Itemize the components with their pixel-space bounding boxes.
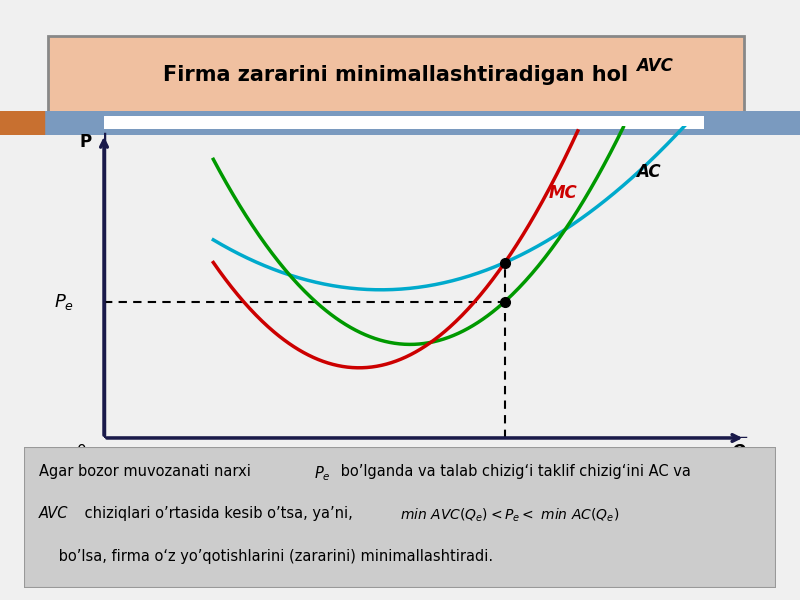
Text: AC: AC [636,163,661,181]
Text: $P_e$: $P_e$ [54,292,74,311]
Text: Agar bozor muvozanati narxi: Agar bozor muvozanati narxi [39,464,260,479]
Text: bo’lganda va talab chizig‘i taklif chizig‘ini AC va: bo’lganda va talab chizig‘i taklif chizi… [336,464,691,479]
Bar [0,111,44,135]
Text: MC: MC [549,184,578,202]
Text: $P_e$: $P_e$ [314,464,330,482]
Text: $Q_e$: $Q_e$ [494,446,517,466]
Text: chiziqlari o’rtasida kesib o’tsa, ya’ni,: chiziqlari o’rtasida kesib o’tsa, ya’ni, [80,506,362,521]
Text: 0: 0 [78,444,87,459]
Text: min $AVC(Q_e) < P_e <$ min $AC(Q_e)$: min $AVC(Q_e) < P_e <$ min $AC(Q_e)$ [400,506,619,524]
Text: Firma zararini minimallashtiradigan hol: Firma zararini minimallashtiradigan hol [163,65,629,85]
Text: AVC: AVC [636,57,673,75]
Text: Q: Q [731,443,745,461]
Text: AVC: AVC [39,506,69,521]
Text: P: P [80,133,92,151]
FancyBboxPatch shape [48,36,744,114]
Text: bo’lsa, firma o‘z yo’qotishlarini (zararini) minimallashtiradi.: bo’lsa, firma o‘z yo’qotishlarini (zarar… [54,548,494,563]
